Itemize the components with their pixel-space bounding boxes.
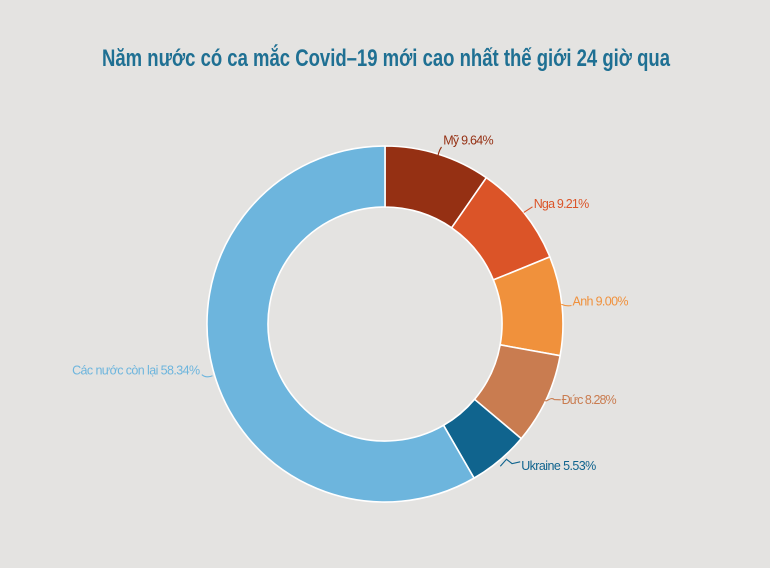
- svg-text:Các nước còn lại 58.34%: Các nước còn lại 58.34%: [72, 363, 200, 377]
- svg-text:Mỹ 9.64%: Mỹ 9.64%: [443, 134, 493, 148]
- svg-text:Đức 8.28%: Đức 8.28%: [562, 393, 617, 407]
- svg-text:Ukraine 5.53%: Ukraine 5.53%: [521, 459, 596, 473]
- svg-text:Nga 9.21%: Nga 9.21%: [534, 197, 590, 211]
- svg-text:Anh 9.00%: Anh 9.00%: [573, 295, 629, 309]
- svg-text:Năm nước có ca mắc Covid–19 mớ: Năm nước có ca mắc Covid–19 mới cao nhất…: [102, 44, 670, 72]
